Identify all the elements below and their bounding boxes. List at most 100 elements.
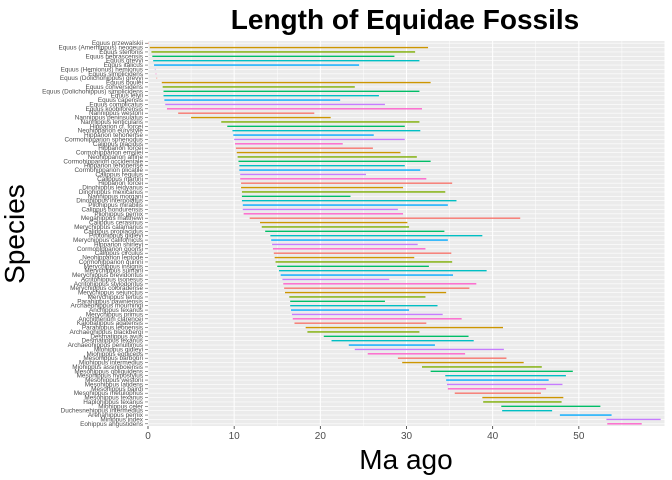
y-tick-label: Parahippus leonensis bbox=[82, 325, 143, 332]
y-tick-label: Miohippus equiceps bbox=[87, 351, 144, 358]
y-axis-title: Species bbox=[0, 184, 30, 284]
y-tick-label: Mesohippus westoni bbox=[85, 377, 143, 384]
y-tick-label: Merychippus primus bbox=[86, 311, 143, 318]
y-tick-label: Cormohipparion emsliei bbox=[76, 150, 143, 157]
y-tick-label: Calippus placidus bbox=[93, 141, 143, 148]
y-tick-label: Equus (Amerhippus) neogeus bbox=[58, 45, 143, 52]
y-tick-label: Arenahippus pernix bbox=[88, 412, 144, 419]
y-tick-label: Calippus circulus bbox=[95, 250, 143, 257]
y-tick-label: Hipparion tehonense bbox=[84, 163, 143, 170]
y-tick-label: Desmatippus texanus bbox=[82, 338, 143, 345]
y-tick-label: Merychippus californicus bbox=[73, 237, 143, 244]
y-tick-label: Equus complicatus bbox=[89, 101, 143, 108]
y-tick-label: Archaeohippus penultimus bbox=[68, 342, 143, 349]
y-tick-label: Equus boulei bbox=[106, 80, 143, 87]
y-tick-label: Mesohippus obliquidens bbox=[74, 368, 143, 375]
y-tick-label: Nannippus lenticularis bbox=[80, 119, 143, 126]
y-tick-label: Anchippus texanus bbox=[89, 307, 143, 314]
y-tick-label: Equus italicus bbox=[104, 62, 143, 69]
y-tick-label: Equus grevyi bbox=[106, 58, 143, 65]
x-tick-label: 50 bbox=[573, 431, 585, 442]
range-bars bbox=[148, 42, 661, 425]
y-tick-label: Merychippus calamarius bbox=[74, 224, 143, 231]
y-tick-label: Merychippus coloradense bbox=[70, 285, 143, 292]
y-tick-label: Miohippus assiniboiensis bbox=[72, 364, 143, 371]
y-tick-label: Dinohippus leidyanus bbox=[82, 185, 143, 192]
y-tick-label: Cormohipparion plicatile bbox=[74, 167, 143, 174]
y-tick-label: Anchitherium clarencei bbox=[78, 316, 143, 323]
y-tick-label: Dinohippus interpolatus bbox=[76, 198, 143, 205]
x-axis-title: Ma ago bbox=[359, 444, 452, 475]
y-tick-label: Mesohippus latidens bbox=[85, 381, 143, 388]
y-tick-label: Equus capensis bbox=[98, 97, 143, 104]
y-tick-label: Megahippus matthewi bbox=[81, 215, 143, 222]
y-tick-label: Kalobatippus agatensis bbox=[77, 320, 143, 327]
y-tick-label: Merychippus tertius bbox=[88, 294, 143, 301]
y-tick-label: Equus przewalskii bbox=[92, 40, 143, 47]
x-axis-ticks: 0 10 20 30 40 50 bbox=[145, 426, 585, 442]
y-tick-label: Nannippus peninsulatus bbox=[75, 115, 143, 122]
y-tick-label: Acritohippus isonesus bbox=[81, 276, 143, 283]
y-tick-label: Equus (Hemionus) hemionus bbox=[61, 66, 143, 73]
y-tick-label: Merychippus sumani bbox=[84, 268, 143, 275]
y-tick-label: Hipparion cf. forcei bbox=[90, 123, 143, 130]
y-tick-label: Cormohipparion quinni bbox=[79, 259, 143, 266]
y-tick-label: Miohippus gidleyi bbox=[94, 346, 143, 353]
y-tick-label: Calippus proplacidus bbox=[84, 228, 143, 235]
y-tick-label: Hipparion tehonense bbox=[84, 132, 143, 139]
y-tick-label: Archaeohippus blackbergi bbox=[69, 329, 143, 336]
y-tick-label: Calippus cerasinus bbox=[89, 220, 143, 227]
chart-title: Length of Equidae Fossils bbox=[231, 4, 579, 35]
y-tick-label: Duchesnehippus intermedius bbox=[61, 408, 143, 415]
y-tick-label: Mesohippus bairdi bbox=[91, 386, 143, 393]
y-tick-label: Acritohippus stylodontus bbox=[74, 281, 143, 288]
y-tick-label: Nannippus westoni bbox=[89, 110, 143, 117]
y-tick-label: Merychippus sejunctus bbox=[78, 290, 143, 297]
x-tick-label: 30 bbox=[401, 431, 413, 442]
y-tick-label: Merychippus brevidontus bbox=[72, 272, 143, 279]
y-tick-label: Mesohippus hypostylus bbox=[77, 373, 143, 380]
y-tick-label: Miohippus celer bbox=[98, 403, 144, 410]
y-tick-label: Calippus martini bbox=[97, 176, 143, 183]
y-tick-label: Neohipparion eurystyle bbox=[78, 128, 144, 135]
y-tick-label: Minippus index bbox=[100, 416, 143, 423]
y-tick-label: Calippus hondurensis bbox=[82, 206, 143, 213]
y-tick-label: Miohippus intermedius bbox=[79, 360, 143, 367]
y-tick-label: Dinohippus mexicanus bbox=[79, 189, 143, 196]
y-tick-label: Mesohippus barbouri bbox=[83, 355, 143, 362]
y-tick-label: Hipparion shirleyi bbox=[94, 241, 143, 248]
y-tick-label: Equus lelyii bbox=[111, 93, 143, 100]
y-tick-label: Hipparion forcei bbox=[98, 145, 143, 152]
y-tick-label: Equus simplicidens bbox=[88, 71, 143, 78]
y-tick-label: Eohippus angustidens bbox=[80, 421, 143, 428]
y-tick-label: Equus conversidens bbox=[85, 84, 143, 91]
y-tick-label: Protohippus gidleyi bbox=[89, 233, 143, 240]
y-tick-label: Archaeohippus mourningi bbox=[71, 303, 143, 310]
y-tick-label: Cormohipparion sphenodus bbox=[64, 136, 143, 143]
y-tick-label: Equus stenonis bbox=[99, 49, 143, 56]
x-tick-label: 10 bbox=[229, 431, 241, 442]
y-tick-label: Cormohipparion occidentale bbox=[63, 158, 143, 165]
y-tick-label: Parahippus pawniensis bbox=[77, 298, 143, 305]
y-tick-label: Nannippus morgani bbox=[88, 193, 143, 200]
y-tick-label: Neohipparion affine bbox=[88, 154, 144, 161]
x-tick-label: 20 bbox=[315, 431, 327, 442]
y-tick-label: Equus nebrascensis bbox=[85, 53, 143, 60]
y-tick-label: Calippus regulus bbox=[95, 171, 143, 178]
y-tick-label: Pliohippus pernix bbox=[94, 211, 143, 218]
y-tick-label: Mesohippus texanus bbox=[84, 395, 143, 402]
y-tick-label: Pliohippus mirabilis bbox=[88, 202, 143, 209]
x-tick-label: 40 bbox=[487, 431, 499, 442]
y-tick-label: Neohipparion leptode bbox=[82, 255, 143, 262]
x-tick-label: 0 bbox=[145, 431, 151, 442]
y-tick-label: Desmatippus avus bbox=[90, 333, 143, 340]
y-tick-label: Mesohippus metulophus bbox=[74, 390, 143, 397]
y-tick-label: Equus koobiforensis bbox=[85, 106, 143, 113]
y-tick-label: Hipparion forcei bbox=[98, 180, 143, 187]
y-tick-label: Equus (Dolichohippus) grevyi bbox=[60, 75, 143, 82]
y-tick-label: Merychippus insignis bbox=[84, 263, 143, 270]
y-tick-label: Haplohippus texanus bbox=[83, 399, 143, 406]
y-tick-label: Equus (Dolichohippus) simplicidens bbox=[42, 88, 143, 95]
